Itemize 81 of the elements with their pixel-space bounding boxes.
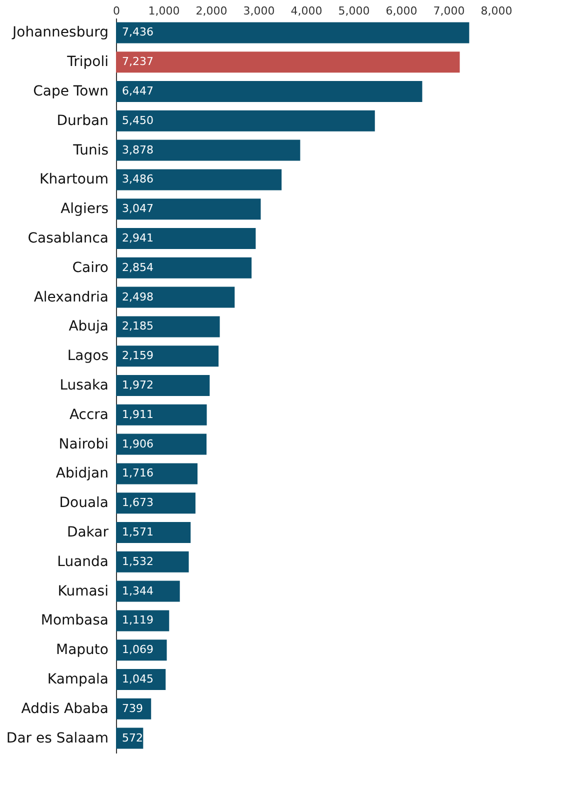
y-tick-label: Tunis	[72, 142, 108, 158]
y-tick-label: Algiers	[60, 201, 108, 218]
y-tick-label: Cape Town	[33, 84, 108, 100]
data-label: 2,498	[122, 290, 154, 304]
y-tick-label: Kampala	[47, 672, 108, 688]
x-tick-label: 0	[113, 4, 120, 18]
x-tick-label: 5,000	[338, 4, 370, 18]
bar	[116, 22, 470, 44]
y-tick-label: Johannesburg	[12, 24, 108, 41]
bar	[116, 346, 219, 367]
bar	[116, 198, 261, 220]
y-tick-label: Abuja	[68, 318, 108, 335]
bar	[116, 169, 282, 190]
x-tick-label: 4,000	[290, 4, 322, 18]
bar	[116, 81, 422, 102]
bar	[116, 257, 252, 278]
y-tick-label: Alexandria	[34, 289, 108, 306]
y-tick-label: Kumasi	[58, 583, 108, 600]
y-tick-label: Lusaka	[60, 378, 108, 394]
y-tick-label: Casablanca	[28, 230, 108, 246]
bar	[116, 404, 207, 426]
y-tick-label: Maputo	[56, 642, 108, 658]
y-tick-label: Durban	[56, 112, 108, 129]
x-tick-label: 2,000	[196, 4, 228, 18]
data-label: 2,185	[122, 320, 154, 333]
y-tick-label: Mombasa	[40, 612, 108, 629]
y-tick-label: Addis Ababa	[21, 700, 108, 717]
data-label: 7,237	[122, 55, 154, 68]
bar	[116, 228, 256, 249]
bar	[116, 492, 196, 514]
x-tick-label: 3,000	[243, 4, 275, 18]
data-label: 7,436	[122, 26, 154, 39]
y-tick-label: Dakar	[66, 524, 109, 540]
data-label: 3,486	[122, 172, 154, 186]
x-tick-label: 1,000	[148, 4, 180, 18]
bar	[116, 580, 180, 602]
data-label: 572	[122, 731, 143, 744]
data-label: 1,571	[122, 526, 154, 538]
data-label: 1,673	[122, 496, 154, 510]
bar	[116, 522, 191, 543]
data-label: 5,450	[122, 114, 154, 127]
bar	[116, 434, 207, 455]
bar	[116, 669, 166, 690]
data-label: 1,972	[122, 378, 154, 392]
data-label: 739	[122, 702, 143, 715]
data-label: 1,906	[122, 437, 154, 450]
y-tick-label: Dar es Salaam	[6, 730, 108, 746]
x-tick-label: 7,000	[433, 4, 465, 18]
bar	[116, 140, 300, 161]
y-tick-label: Tripoli	[66, 54, 108, 70]
data-label: 3,047	[122, 202, 154, 216]
y-tick-label: Douala	[59, 495, 108, 512]
bar	[116, 286, 235, 308]
data-label: 1,119	[122, 614, 154, 627]
data-label: 1,911	[122, 408, 154, 421]
y-tick-label: Abidjan	[56, 466, 108, 482]
y-tick-label: Nairobi	[58, 436, 108, 452]
y-tick-label: Accra	[69, 406, 108, 423]
data-label: 2,941	[122, 232, 154, 244]
y-tick-label: Khartoum	[40, 172, 108, 188]
bar	[116, 110, 375, 132]
data-label: 1,045	[122, 672, 154, 686]
bar	[116, 551, 189, 572]
x-tick-label: 8,000	[480, 4, 512, 18]
data-label: 1,716	[122, 466, 154, 480]
bar	[116, 316, 220, 338]
x-tick-label: 6,000	[386, 4, 418, 18]
data-label: 2,854	[122, 260, 154, 274]
y-tick-label: Luanda	[57, 554, 108, 570]
bar	[116, 610, 170, 632]
data-label: 2,159	[122, 349, 154, 362]
bar	[116, 375, 210, 396]
bar	[116, 52, 460, 73]
data-label: 1,344	[122, 584, 154, 598]
data-label: 3,878	[122, 143, 154, 156]
y-tick-label: Lagos	[67, 348, 108, 364]
data-label: 1,069	[122, 643, 154, 656]
data-label: 6,447	[122, 84, 154, 98]
y-tick-label: Cairo	[72, 260, 108, 276]
data-label: 1,532	[122, 554, 154, 568]
bar	[116, 463, 198, 484]
